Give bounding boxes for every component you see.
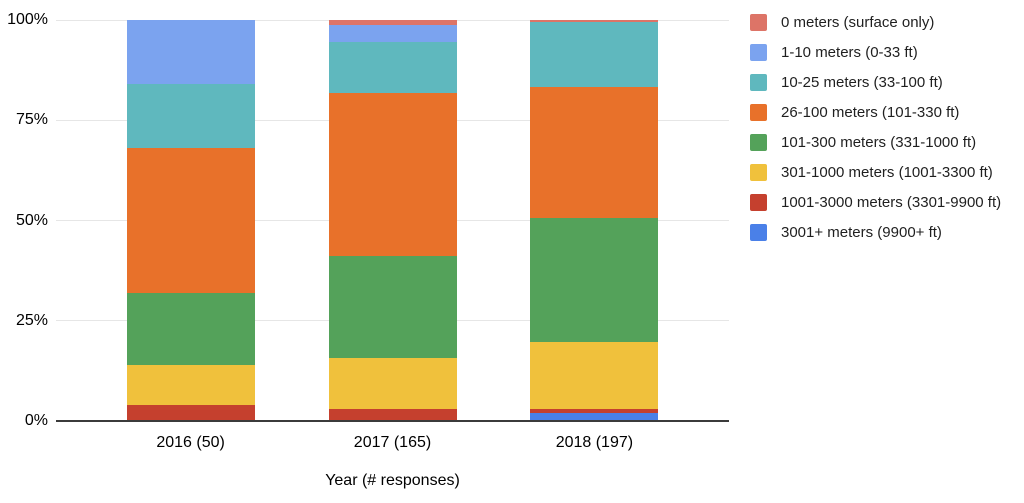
y-tick-label-75: 75% xyxy=(15,111,48,129)
y-tick-label-25: 25% xyxy=(15,311,48,329)
bar-segment-101-300 xyxy=(530,218,659,342)
y-tick-label-0: 0% xyxy=(24,412,48,429)
bar-segment-26-100 xyxy=(126,148,255,293)
x-axis-line xyxy=(56,420,729,422)
chart-legend: 0 meters (surface only) 1-10 meters (0-33… xyxy=(750,7,1001,247)
bar-segment-0 xyxy=(530,20,659,22)
legend-item: 101-300 meters (331-1000 ft) xyxy=(750,127,1001,157)
bar-segment-10-25 xyxy=(530,22,659,87)
y-tick-label-100: 100% xyxy=(7,11,48,28)
bar-segment-101-300 xyxy=(126,292,255,365)
legend-label: 10-25 meters (33-100 ft) xyxy=(781,73,943,91)
legend-item: 3001+ meters (9900+ ft) xyxy=(750,217,1001,247)
bar-segment-1001-3000 xyxy=(530,408,659,413)
legend-label: 101-300 meters (331-1000 ft) xyxy=(781,133,977,151)
legend-swatch-icon xyxy=(750,163,767,181)
bar-segment-301-1000 xyxy=(328,357,457,409)
bar-segment-0 xyxy=(328,20,457,25)
bar-segment-1-10 xyxy=(126,20,255,85)
legend-item: 1-10 meters (0-33 ft) xyxy=(750,37,1001,67)
bar-segment-1001-3000 xyxy=(126,404,255,421)
bar-segment-301-1000 xyxy=(126,364,255,405)
legend-label: 1001-3000 meters (3301-9900 ft) xyxy=(781,193,1002,211)
bar-segment-1-10 xyxy=(328,24,457,42)
bar-2017 xyxy=(328,20,457,421)
x-tick-label-2018: 2018 (197) xyxy=(555,434,634,451)
legend-swatch-icon xyxy=(750,43,767,61)
legend-swatch-icon xyxy=(750,73,767,91)
legend-item: 301-1000 meters (1001-3300 ft) xyxy=(750,157,1001,187)
bar-segment-101-300 xyxy=(328,255,457,358)
bar-segment-1001-3000 xyxy=(328,408,457,421)
legend-swatch-icon xyxy=(750,13,767,31)
bar-segment-26-100 xyxy=(530,86,659,219)
y-tick-label-50: 50% xyxy=(15,211,48,229)
x-tick-label-2016: 2016 (50) xyxy=(156,434,225,451)
legend-label: 301-1000 meters (1001-3300 ft) xyxy=(781,163,993,181)
x-axis-title: Year (# responses) xyxy=(325,472,460,489)
bar-2016 xyxy=(126,20,255,421)
legend-item: 10-25 meters (33-100 ft) xyxy=(750,67,1001,97)
legend-swatch-icon xyxy=(750,193,767,211)
x-tick-label-2017: 2017 (165) xyxy=(353,434,432,451)
bar-2018 xyxy=(530,20,659,421)
legend-label: 3001+ meters (9900+ ft) xyxy=(781,223,942,241)
bar-segment-10-25 xyxy=(328,41,457,93)
legend-label: 0 meters (surface only) xyxy=(781,13,935,31)
bar-segment-301-1000 xyxy=(530,341,659,409)
bar-segment-26-100 xyxy=(328,92,457,256)
bar-segment-3001+ xyxy=(530,412,659,421)
plot-area xyxy=(56,19,729,422)
legend-label: 1-10 meters (0-33 ft) xyxy=(781,43,918,61)
bar-segment-10-25 xyxy=(126,84,255,149)
legend-label: 26-100 meters (101-330 ft) xyxy=(781,103,960,121)
legend-item: 26-100 meters (101-330 ft) xyxy=(750,97,1001,127)
legend-swatch-icon xyxy=(750,223,767,241)
legend-swatch-icon xyxy=(750,133,767,151)
legend-item: 0 meters (surface only) xyxy=(750,7,1001,37)
legend-swatch-icon xyxy=(750,103,767,121)
legend-item: 1001-3000 meters (3301-9900 ft) xyxy=(750,187,1001,217)
